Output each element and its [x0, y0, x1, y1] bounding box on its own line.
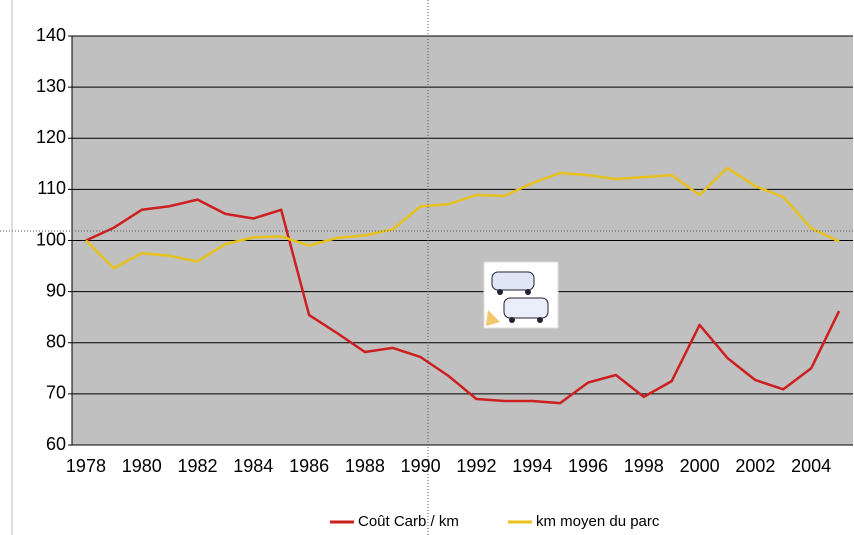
x-tick-label: 1978 [66, 456, 106, 476]
x-tick-label: 1992 [456, 456, 496, 476]
lines [85, 166, 841, 405]
series-line [85, 166, 840, 270]
legend: Coût Carb / km km moyen du parc [330, 513, 660, 530]
y-tick-label: 140 [36, 25, 66, 45]
x-tick-label: 2004 [791, 456, 831, 476]
y-tick-label: 100 [36, 229, 66, 249]
y-tick-label: 110 [37, 178, 66, 198]
x-tick-label: 1994 [512, 456, 552, 476]
legend-label: km moyen du parc [536, 513, 660, 530]
y-tick-label: 120 [36, 127, 66, 147]
x-tick-label: 1988 [345, 456, 385, 476]
x-tick-label: 1984 [233, 456, 273, 476]
grid [68, 35, 853, 446]
y-tick-label: 90 [46, 280, 66, 300]
y-tick-label: 80 [46, 332, 66, 352]
x-tick-label: 1990 [401, 456, 441, 476]
x-tick-label: 2002 [735, 456, 775, 476]
y-tick-label: 70 [46, 383, 66, 403]
x-tick-label: 1986 [289, 456, 329, 476]
y-tick-label: 60 [46, 434, 66, 454]
legend-label: Coût Carb / km [358, 513, 459, 530]
x-tick-label: 1996 [568, 456, 608, 476]
y-tick-label: 130 [36, 76, 66, 96]
series-line [85, 198, 841, 405]
x-tick-label: 1980 [122, 456, 162, 476]
icon [483, 261, 559, 329]
x-tick-label: 1982 [177, 456, 217, 476]
x-tick-label: 1998 [624, 456, 664, 476]
x-tick-label: 2000 [680, 456, 720, 476]
